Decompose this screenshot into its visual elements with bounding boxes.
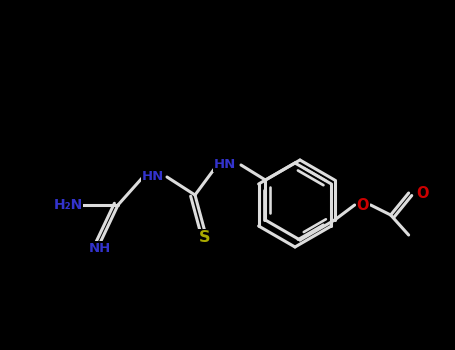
Text: O: O: [356, 197, 369, 212]
Text: NH: NH: [89, 241, 111, 254]
Text: HN: HN: [214, 159, 236, 172]
Text: HN: HN: [142, 170, 164, 183]
Text: S: S: [199, 230, 211, 245]
Text: H₂N: H₂N: [53, 198, 83, 212]
Text: O: O: [417, 186, 429, 201]
